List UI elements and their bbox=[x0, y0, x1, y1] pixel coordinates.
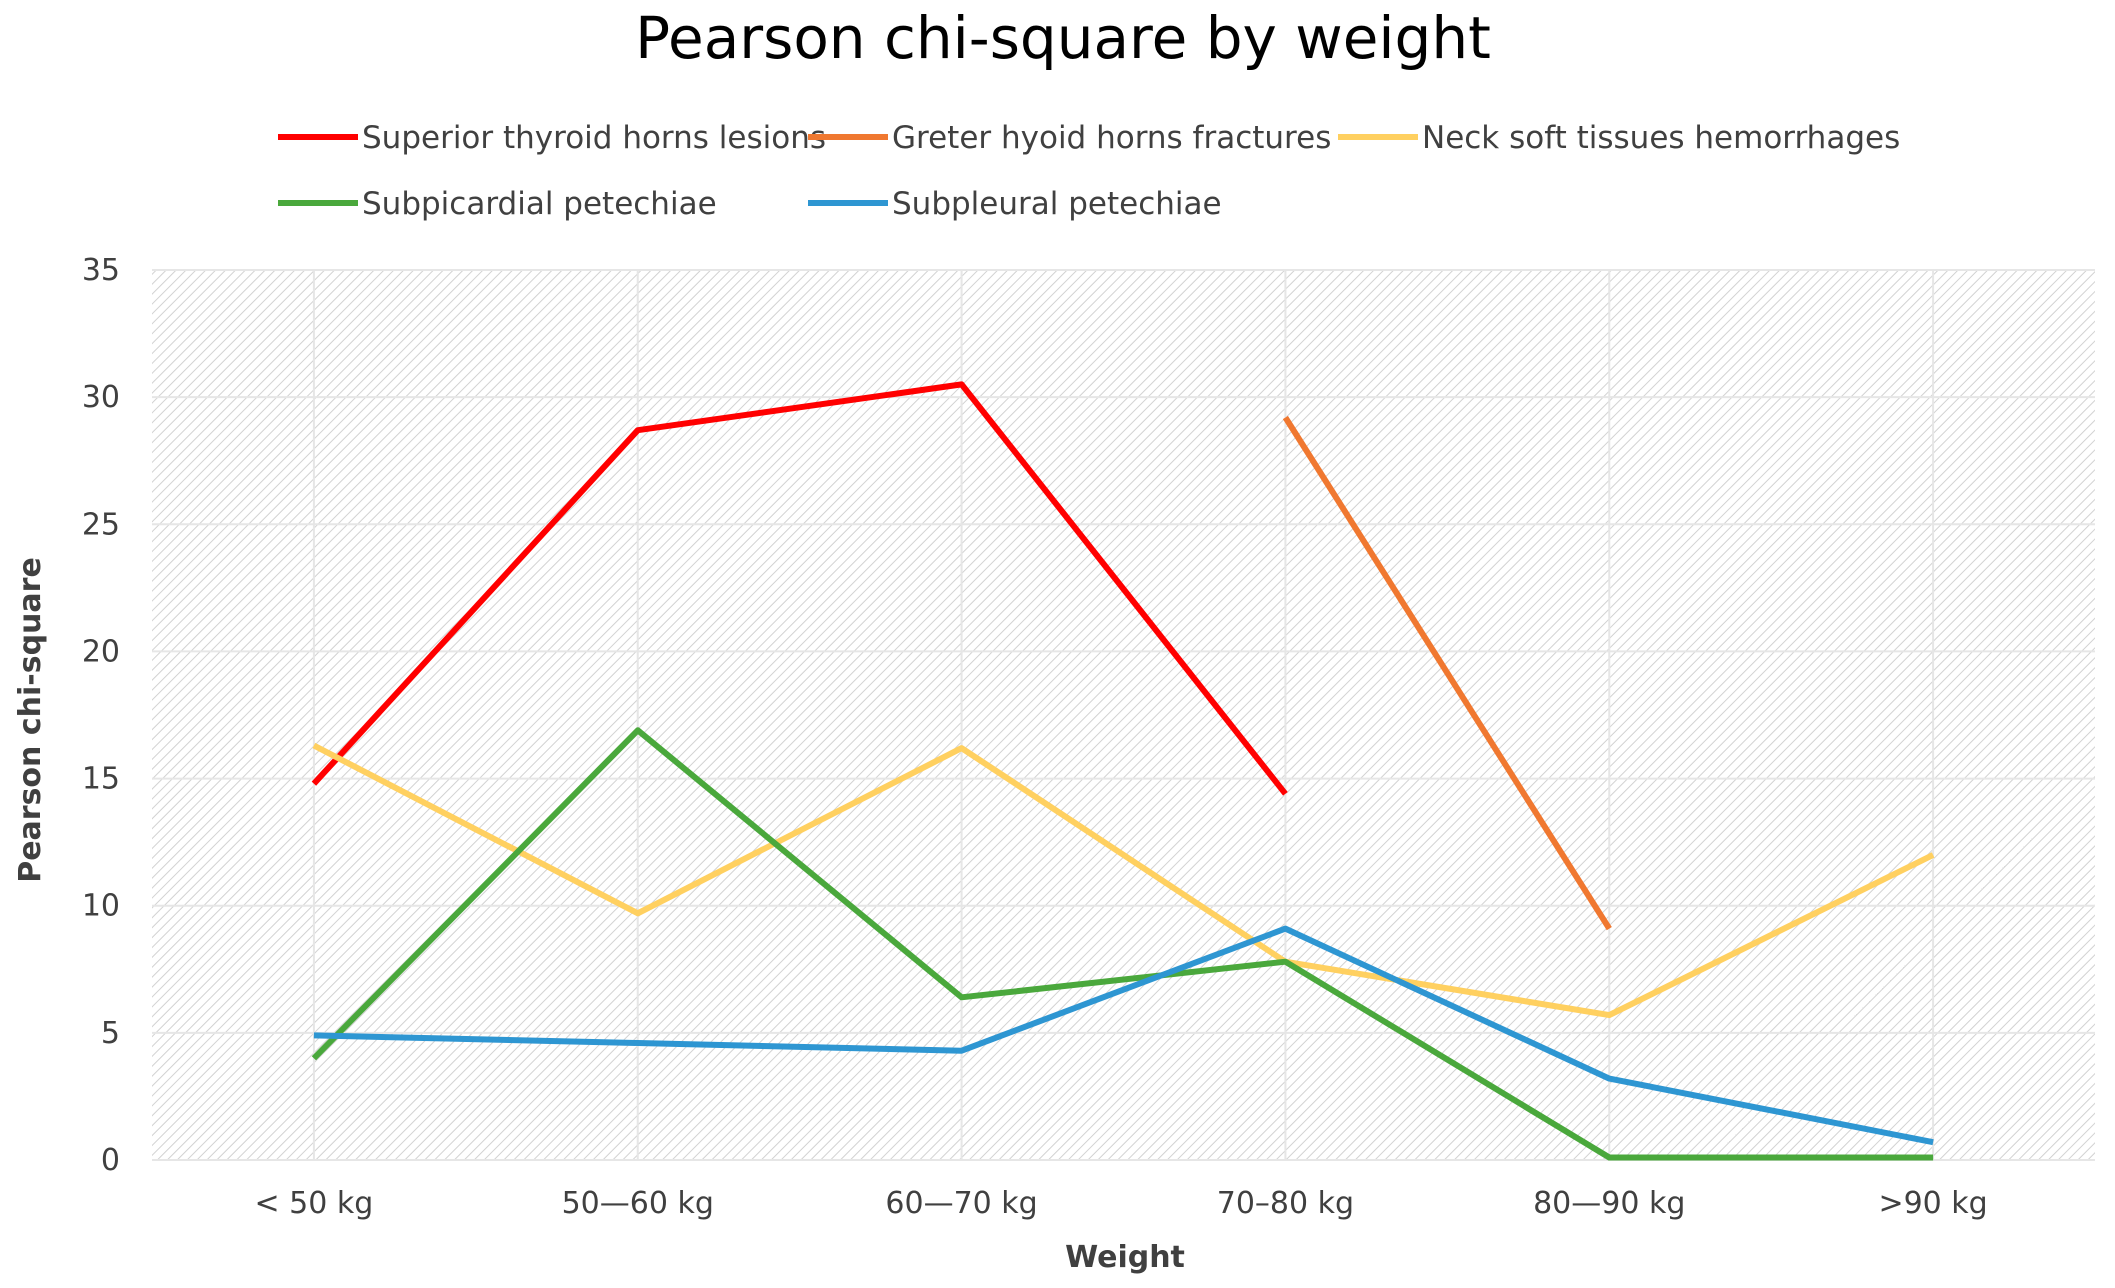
legend-label-3: Subpicardial petechiae bbox=[362, 186, 717, 222]
series-line-4-segment-0 bbox=[313, 925, 1934, 1146]
legend: Superior thyroid horns lesions Greter hyo… bbox=[278, 120, 1900, 222]
y-tick-label-0: 0 bbox=[101, 1143, 120, 1178]
y-tick-label-1: 5 bbox=[101, 1016, 120, 1051]
y-tick-label-4: 20 bbox=[82, 634, 120, 669]
series-line-0-segment-0 bbox=[311, 381, 1288, 796]
y-tick-label-5: 25 bbox=[82, 507, 120, 542]
legend-label-0: Superior thyroid horns lesions bbox=[362, 120, 826, 156]
x-axis-ticks: < 50 kg 50—60 kg 60—70 kg 70–80 kg 80—90 kg >… bbox=[255, 1186, 1988, 1221]
chart-title: Pearson chi-square by weight bbox=[635, 4, 1491, 72]
legend-label-2: Neck soft tissues hemorrhages bbox=[1422, 120, 1900, 156]
x-tick-label-3: 70–80 kg bbox=[1217, 1186, 1354, 1221]
y-axis-title: Pearson chi-square bbox=[13, 557, 48, 883]
x-tick-label-2: 60—70 kg bbox=[885, 1186, 1037, 1221]
series-lines bbox=[311, 381, 1935, 1161]
legend-label-1: Greter hyoid horns fractures bbox=[892, 120, 1331, 156]
x-tick-label-4: 80—90 kg bbox=[1533, 1186, 1685, 1221]
y-tick-label-3: 15 bbox=[82, 762, 120, 797]
series-line-2-segment-0 bbox=[312, 742, 1935, 1019]
x-axis-title: Weight bbox=[1065, 1240, 1185, 1275]
y-tick-label-2: 10 bbox=[82, 889, 120, 924]
series-line-3-segment-0 bbox=[311, 727, 1934, 1161]
legend-label-4: Subpleural petechiae bbox=[892, 186, 1222, 222]
y-axis-ticks: 0 5 10 15 20 25 30 35 bbox=[82, 253, 120, 1178]
x-tick-label-5: >90 kg bbox=[1878, 1186, 1987, 1221]
plot-area bbox=[152, 270, 2095, 1160]
y-tick-label-7: 35 bbox=[82, 253, 120, 288]
y-tick-label-6: 30 bbox=[82, 380, 120, 415]
gridlines bbox=[152, 269, 2095, 1161]
series-line-1-segment-0 bbox=[1282, 415, 1612, 931]
x-tick-label-0: < 50 kg bbox=[255, 1186, 374, 1221]
x-tick-label-1: 50—60 kg bbox=[562, 1186, 714, 1221]
